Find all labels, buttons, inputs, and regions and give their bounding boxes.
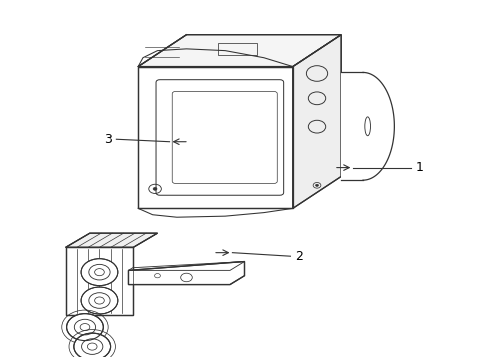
- Circle shape: [315, 184, 318, 186]
- Circle shape: [66, 314, 103, 341]
- Circle shape: [153, 188, 157, 190]
- Circle shape: [74, 333, 110, 360]
- Polygon shape: [138, 67, 292, 208]
- Text: 3: 3: [103, 133, 111, 146]
- Polygon shape: [65, 233, 157, 247]
- Text: 2: 2: [295, 250, 303, 263]
- Circle shape: [81, 259, 118, 285]
- Text: 1: 1: [415, 161, 423, 174]
- FancyBboxPatch shape: [156, 80, 283, 195]
- Circle shape: [81, 287, 118, 314]
- Polygon shape: [138, 35, 341, 67]
- Polygon shape: [292, 35, 341, 208]
- Polygon shape: [128, 261, 244, 284]
- Polygon shape: [65, 247, 133, 315]
